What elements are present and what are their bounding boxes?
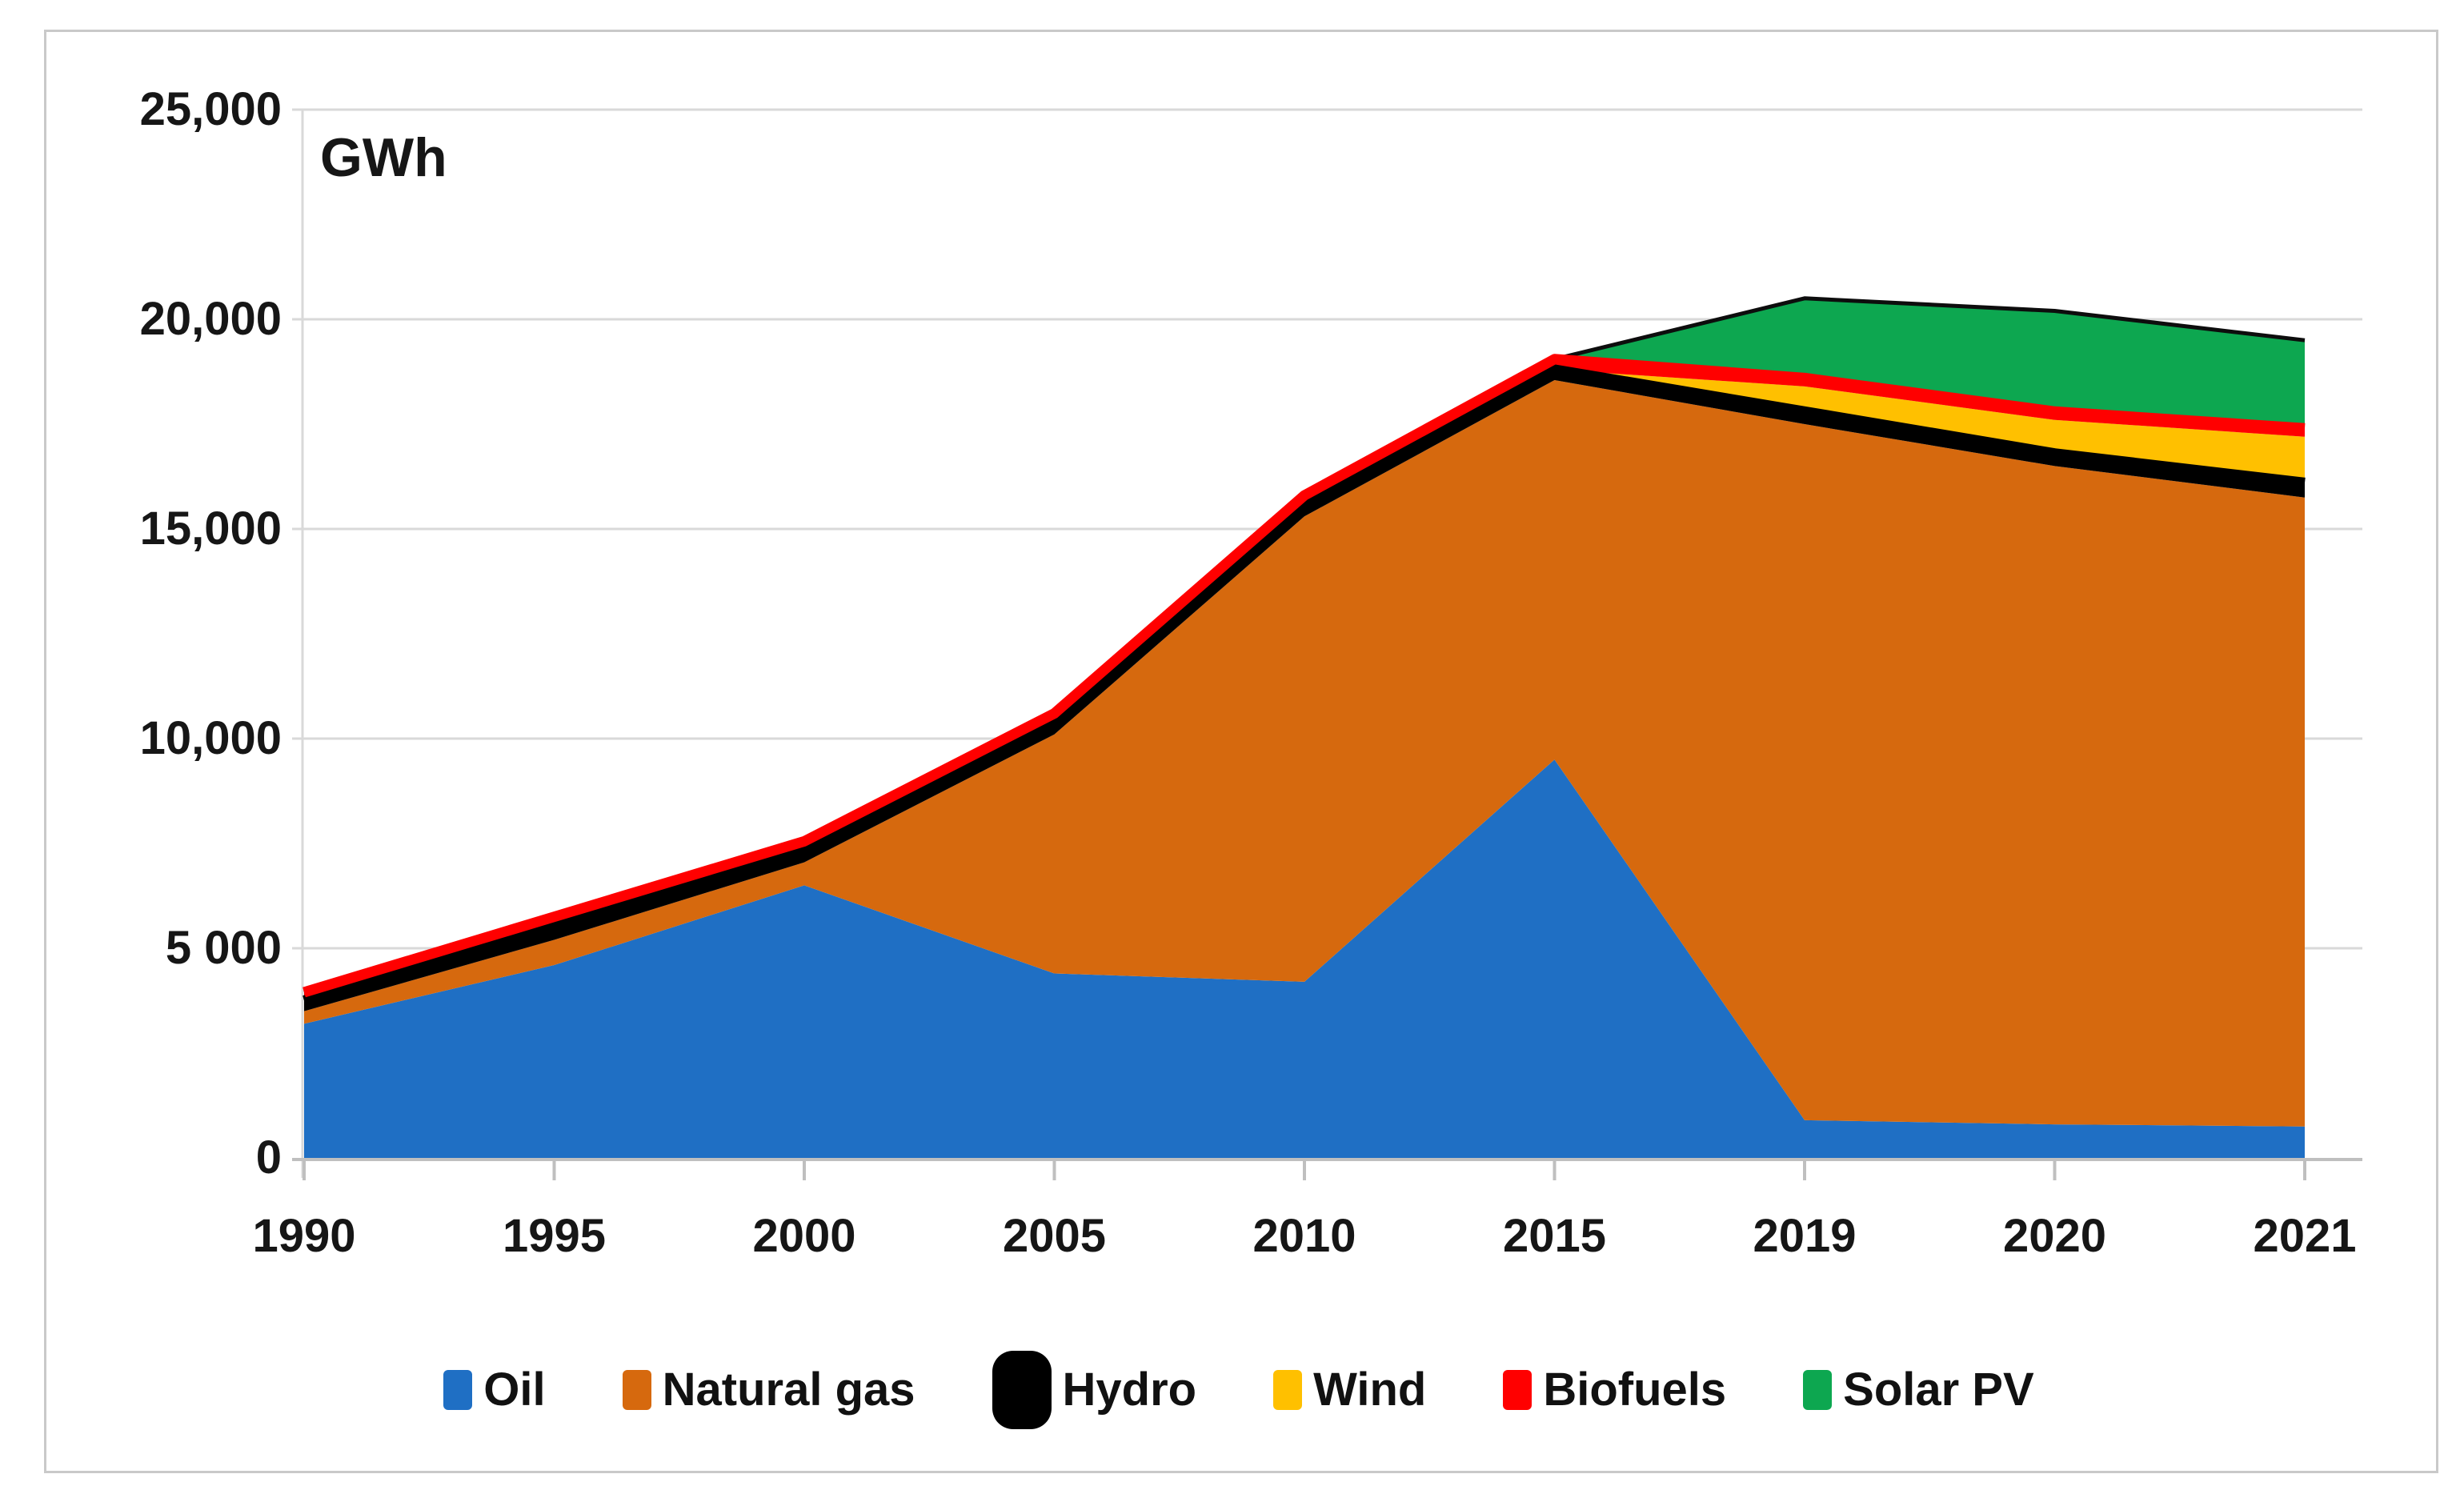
legend-label: Biofuels	[1543, 1364, 1727, 1416]
legend-item-biofuels: Biofuels	[1503, 1362, 1726, 1418]
legend-swatch-icon	[1803, 1370, 1833, 1410]
legend-item-natural-gas: Natural gas	[622, 1362, 915, 1418]
legend-swatch-icon	[992, 1351, 1052, 1429]
x-tick-label: 2015	[1502, 1210, 1607, 1262]
legend-label: Natural gas	[662, 1364, 915, 1416]
y-tick-label: 25,000	[139, 83, 282, 135]
biofuels-boundary-line	[302, 354, 2306, 998]
x-tick-label: 1995	[502, 1210, 607, 1262]
area-natural-gas	[304, 379, 2305, 1127]
x-tick-label: 2010	[1252, 1210, 1356, 1262]
x-tick-label: 2000	[752, 1210, 856, 1262]
y-tick-label: 5 000	[165, 922, 282, 974]
legend-swatch-icon	[622, 1370, 651, 1410]
hydro-boundary-line	[302, 364, 2306, 1006]
legend-item-wind: Wind	[1273, 1362, 1426, 1418]
x-tick-label: 2020	[2002, 1210, 2107, 1262]
legend-swatch-icon	[1503, 1370, 1532, 1410]
y-tick-label: 20,000	[139, 293, 282, 345]
legend-item-oil: Oil	[443, 1362, 546, 1418]
legend-swatch-icon	[1273, 1370, 1303, 1410]
legend-swatch-icon	[443, 1370, 473, 1410]
legend-label: Solar PV	[1843, 1364, 2034, 1416]
y-tick-label: 15,000	[139, 503, 282, 555]
x-tick-label: 1990	[252, 1210, 356, 1262]
legend-label: Wind	[1313, 1364, 1427, 1416]
legend-label: Hydro	[1062, 1364, 1197, 1416]
x-tick-label: 2019	[1753, 1210, 1857, 1262]
legend-item-hydro: Hydro	[992, 1351, 1197, 1429]
y-axis-unit-label: GWh	[320, 127, 447, 188]
area-wind	[304, 369, 2305, 1001]
legend-item-solar-pv: Solar PV	[1803, 1362, 2034, 1418]
chart-legend: Oil Natural gas Hydro Wind Biofuels Solar PV	[44, 1351, 2434, 1429]
x-tick-label: 2021	[2253, 1210, 2357, 1262]
legend-label: Oil	[483, 1364, 546, 1416]
area-oil	[304, 759, 2305, 1158]
x-tick-label: 2005	[1002, 1210, 1107, 1262]
area-solar-pv	[304, 298, 2305, 993]
y-tick-label: 0	[255, 1132, 282, 1184]
y-tick-label: 10,000	[139, 712, 282, 764]
